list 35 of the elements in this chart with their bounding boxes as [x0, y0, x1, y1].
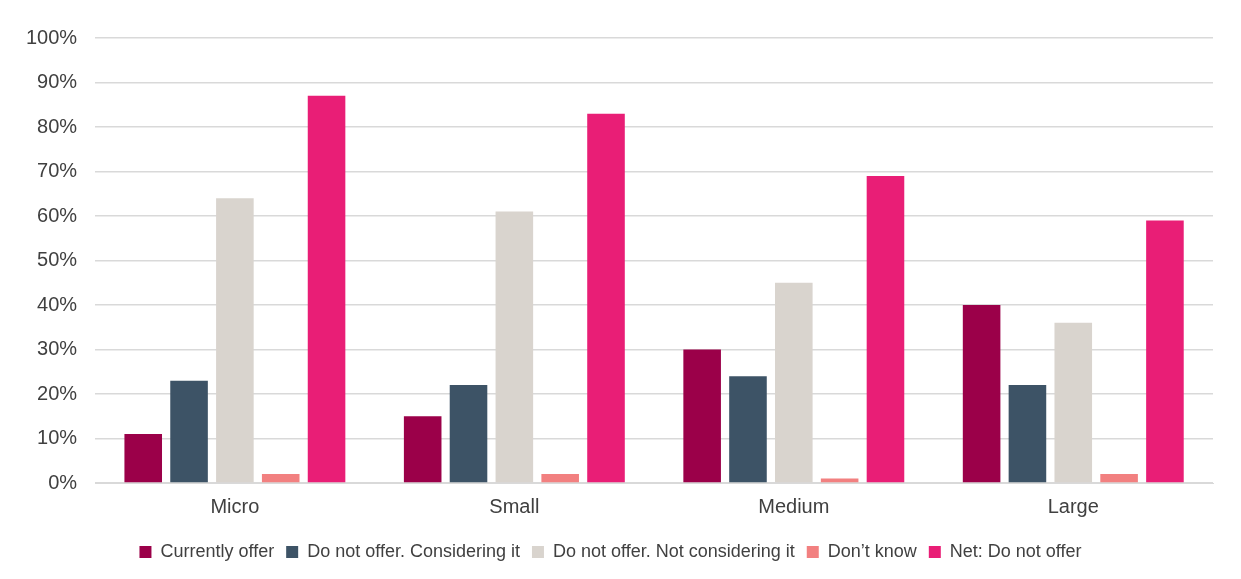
- y-tick-label: 20%: [37, 381, 78, 404]
- y-tick-label: 90%: [37, 70, 78, 93]
- bar: [307, 95, 346, 483]
- y-tick-label: 70%: [37, 159, 78, 182]
- y-tick-label: 100%: [26, 25, 78, 48]
- legend-label: Do not offer. Considering it: [307, 540, 520, 561]
- bar: [1008, 385, 1047, 483]
- y-tick-label: 40%: [37, 292, 78, 315]
- legend-label: Do not offer. Not considering it: [552, 540, 795, 561]
- bar: [962, 305, 1001, 483]
- bar: [866, 175, 905, 483]
- bar: [170, 380, 208, 483]
- y-tick-label: 0%: [48, 470, 78, 493]
- x-tick-label: Small: [489, 494, 540, 517]
- bar: [1100, 474, 1138, 483]
- y-tick-label: 60%: [37, 203, 78, 226]
- bar: [587, 113, 625, 483]
- y-tick-label: 10%: [37, 426, 78, 449]
- y-tick-label: 50%: [37, 248, 78, 271]
- bar: [261, 474, 300, 483]
- legend-label: Net: Do not offer: [949, 540, 1082, 561]
- bar: [403, 416, 442, 483]
- y-tick-label: 30%: [37, 337, 78, 360]
- y-tick-label: 80%: [37, 114, 78, 137]
- bar: [124, 434, 163, 483]
- legend-label: Currently offer: [160, 540, 275, 561]
- bar: [729, 376, 767, 483]
- bar: [449, 385, 488, 483]
- legend-label: Don’t know: [827, 540, 918, 561]
- x-tick-label: Large: [1047, 494, 1099, 517]
- bar: [1146, 220, 1184, 483]
- x-tick-label: Medium: [758, 494, 830, 517]
- bar: [683, 349, 721, 483]
- bar: [541, 474, 579, 483]
- x-tick-label: Micro: [210, 494, 260, 517]
